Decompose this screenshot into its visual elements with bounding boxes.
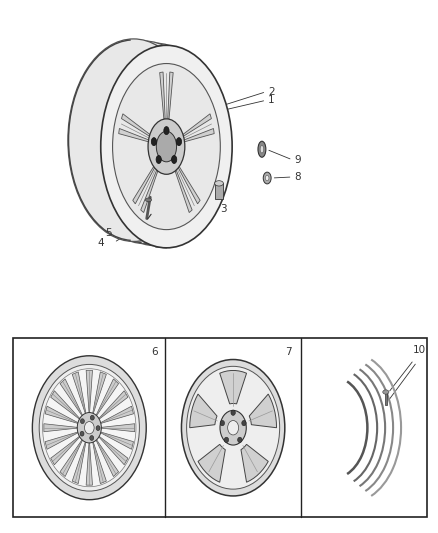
- Polygon shape: [94, 437, 119, 477]
- Text: 10: 10: [413, 345, 426, 355]
- Ellipse shape: [90, 415, 94, 420]
- Text: 6: 6: [151, 347, 158, 357]
- Polygon shape: [97, 406, 134, 424]
- Text: 7: 7: [285, 347, 292, 357]
- Polygon shape: [97, 431, 134, 449]
- Polygon shape: [51, 434, 82, 465]
- Ellipse shape: [238, 437, 242, 442]
- Polygon shape: [96, 434, 128, 465]
- Polygon shape: [92, 372, 106, 417]
- Ellipse shape: [113, 63, 220, 230]
- Ellipse shape: [96, 426, 100, 431]
- Ellipse shape: [220, 421, 225, 426]
- Ellipse shape: [156, 131, 177, 162]
- Polygon shape: [86, 439, 92, 485]
- Polygon shape: [198, 445, 225, 482]
- Ellipse shape: [231, 410, 235, 415]
- Polygon shape: [121, 114, 150, 136]
- Polygon shape: [44, 424, 81, 432]
- Bar: [385, 392, 387, 405]
- Polygon shape: [178, 166, 200, 204]
- Polygon shape: [220, 370, 247, 404]
- Text: 5: 5: [105, 228, 112, 238]
- Polygon shape: [96, 391, 128, 422]
- Polygon shape: [45, 406, 81, 424]
- Ellipse shape: [148, 119, 185, 174]
- Ellipse shape: [177, 138, 182, 146]
- Ellipse shape: [242, 421, 246, 426]
- Polygon shape: [190, 394, 217, 427]
- Text: 3: 3: [220, 205, 227, 214]
- Text: 2: 2: [268, 87, 275, 96]
- Ellipse shape: [90, 43, 221, 246]
- Polygon shape: [119, 128, 148, 142]
- Polygon shape: [98, 424, 135, 432]
- Ellipse shape: [42, 369, 136, 487]
- Ellipse shape: [260, 146, 264, 153]
- Polygon shape: [72, 438, 87, 483]
- Polygon shape: [183, 114, 212, 136]
- Polygon shape: [141, 170, 158, 213]
- Polygon shape: [86, 370, 92, 417]
- Text: 4: 4: [97, 238, 104, 247]
- Ellipse shape: [79, 41, 210, 244]
- Ellipse shape: [77, 413, 101, 443]
- Ellipse shape: [85, 422, 94, 434]
- Ellipse shape: [90, 435, 94, 440]
- Polygon shape: [249, 394, 276, 427]
- Ellipse shape: [39, 365, 139, 491]
- Polygon shape: [60, 379, 84, 419]
- Ellipse shape: [181, 359, 285, 496]
- Ellipse shape: [383, 390, 389, 394]
- Ellipse shape: [101, 45, 232, 248]
- Ellipse shape: [215, 181, 223, 186]
- Ellipse shape: [164, 126, 169, 134]
- Polygon shape: [94, 379, 119, 419]
- Polygon shape: [60, 437, 84, 477]
- Polygon shape: [45, 431, 81, 449]
- Ellipse shape: [81, 419, 85, 424]
- Polygon shape: [72, 372, 87, 417]
- Ellipse shape: [68, 39, 199, 241]
- Ellipse shape: [156, 156, 161, 164]
- Ellipse shape: [220, 410, 246, 445]
- Ellipse shape: [172, 156, 177, 164]
- Ellipse shape: [224, 437, 229, 442]
- Ellipse shape: [263, 172, 271, 184]
- Polygon shape: [92, 438, 106, 483]
- Polygon shape: [184, 128, 214, 142]
- Polygon shape: [160, 72, 165, 119]
- Text: 8: 8: [294, 172, 301, 182]
- Ellipse shape: [32, 356, 146, 500]
- Bar: [215, 183, 223, 199]
- Ellipse shape: [80, 431, 84, 436]
- Ellipse shape: [228, 421, 239, 435]
- Ellipse shape: [151, 138, 156, 146]
- Text: 1: 1: [268, 95, 275, 105]
- Polygon shape: [168, 72, 173, 119]
- Polygon shape: [241, 445, 268, 482]
- Ellipse shape: [187, 366, 279, 489]
- Polygon shape: [51, 391, 82, 422]
- Polygon shape: [175, 170, 192, 213]
- Text: 9: 9: [294, 155, 301, 165]
- Ellipse shape: [145, 198, 152, 201]
- Bar: [13, 338, 427, 517]
- Ellipse shape: [265, 175, 269, 181]
- Ellipse shape: [258, 141, 266, 157]
- Polygon shape: [133, 166, 155, 204]
